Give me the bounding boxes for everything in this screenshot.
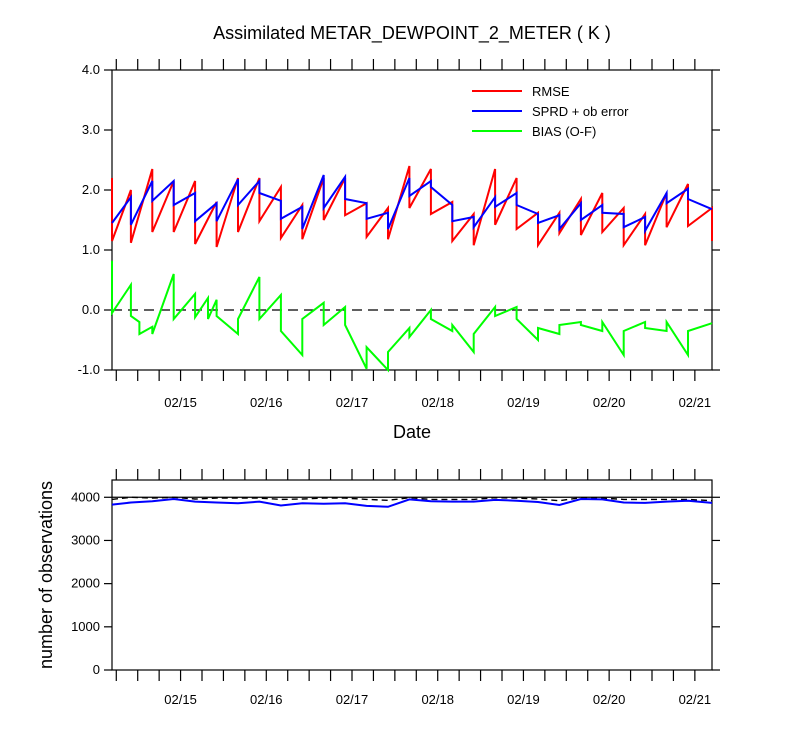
x-tick-label: 02/19 <box>507 395 540 410</box>
y-tick-label: 0 <box>93 662 100 677</box>
x-tick-label: 02/20 <box>593 692 626 707</box>
y-axis-label-observations: number of observations <box>36 481 56 669</box>
legend-entry: RMSE <box>532 84 570 99</box>
x-tick-label: 02/21 <box>679 692 712 707</box>
y-tick-label: 3000 <box>71 532 100 547</box>
y-tick-label: 2000 <box>71 576 100 591</box>
legend-entry: SPRD + ob error <box>532 104 629 119</box>
legend-entry: BIAS (O-F) <box>532 124 596 139</box>
y-tick-label: 2.0 <box>82 182 100 197</box>
x-tick-label: 02/17 <box>336 692 369 707</box>
plot-frame <box>111 479 713 671</box>
series-assimilated <box>111 497 713 508</box>
y-tick-label: 4.0 <box>82 62 100 77</box>
x-tick-label: 02/17 <box>336 395 369 410</box>
x-tick-label: 02/21 <box>679 395 712 410</box>
series-sprd-ob-error <box>111 173 713 235</box>
top-chart: 02/15 02/16 02/17 02/18 02/19 02/20 02/21 -1.0 0… <box>78 59 720 410</box>
x-tick-label: 02/16 <box>250 395 283 410</box>
x-tick-label: 02/15 <box>164 395 197 410</box>
series-bias-o-f <box>111 260 713 373</box>
x-tick-label: 02/15 <box>164 692 197 707</box>
x-axis-label: Date <box>393 422 431 442</box>
y-tick-label: -1.0 <box>78 362 100 377</box>
x-tick-label: 02/16 <box>250 692 283 707</box>
bottom-chart: 02/15 02/16 02/17 02/18 02/19 02/20 02/21 0 1000… <box>71 469 720 707</box>
y-tick-label: 0.0 <box>82 302 100 317</box>
x-tick-label: 02/20 <box>593 395 626 410</box>
y-tick-label: 1.0 <box>82 242 100 257</box>
x-tick-label: 02/18 <box>421 692 454 707</box>
y-tick-label: 4000 <box>71 489 100 504</box>
x-tick-label: 02/19 <box>507 692 540 707</box>
chart-title: Assimilated METAR_DEWPOINT_2_METER ( K ) <box>213 23 611 44</box>
y-tick-label: 1000 <box>71 619 100 634</box>
legend: RMSE SPRD + ob error BIAS (O-F) <box>472 84 629 139</box>
series-rmse <box>111 165 713 249</box>
x-tick-label: 02/18 <box>421 395 454 410</box>
y-tick-label: 3.0 <box>82 122 100 137</box>
